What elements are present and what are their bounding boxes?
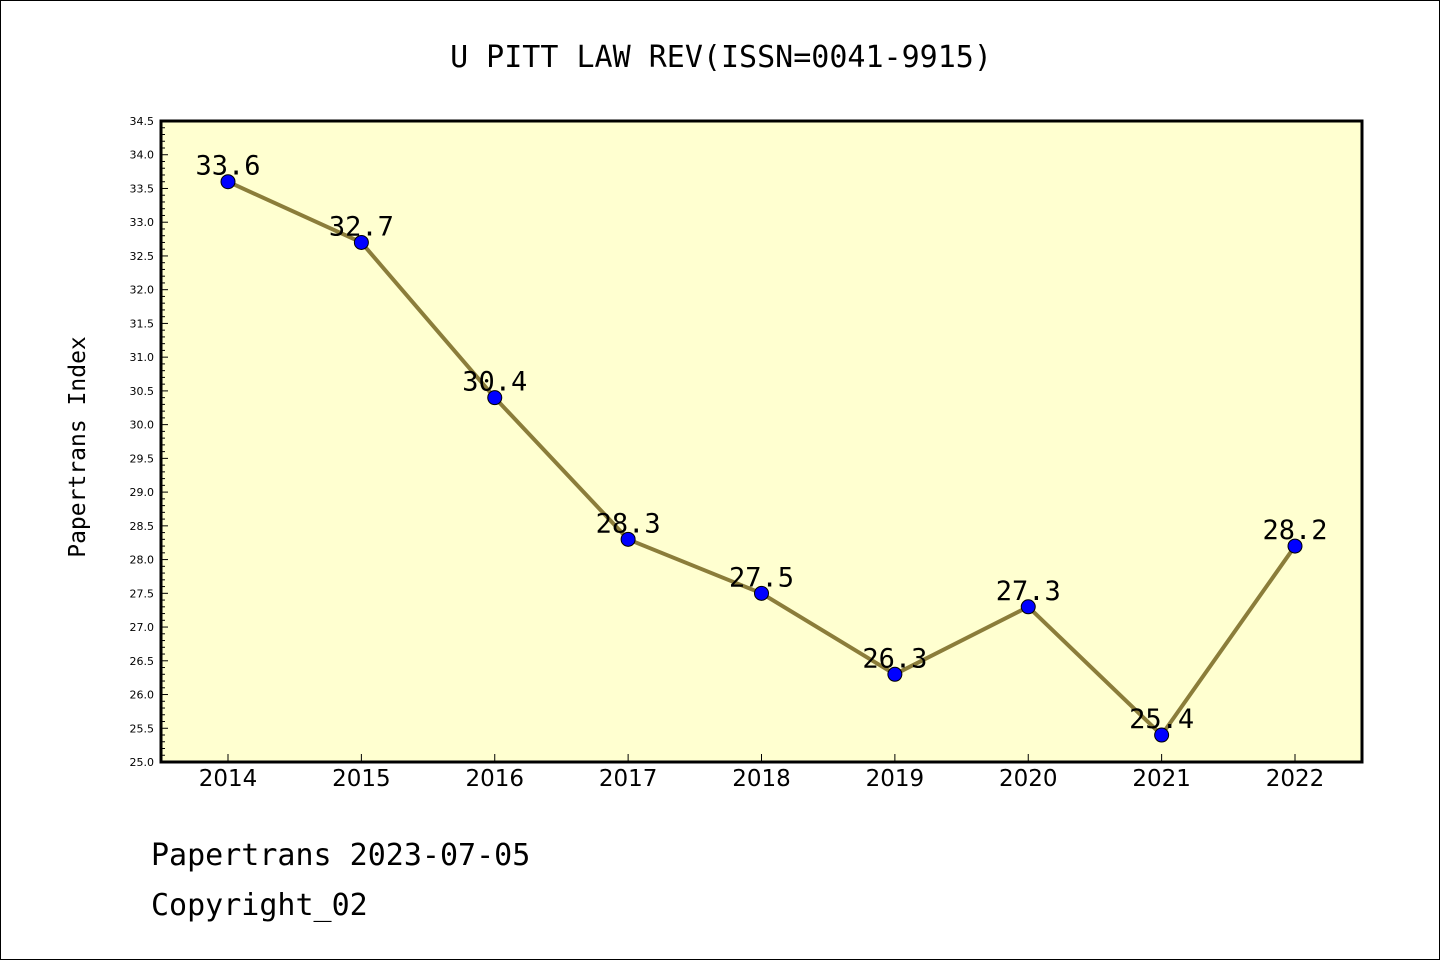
footer-copyright-text: Copyright_02 (151, 888, 368, 923)
y-tick-label: 32.0 (130, 284, 155, 297)
data-label: 33.6 (195, 151, 260, 182)
y-tick-label: 31.5 (130, 317, 155, 330)
data-label: 28.3 (596, 508, 661, 539)
data-markers (220, 174, 1303, 743)
x-tick-label: 2017 (599, 766, 658, 792)
x-tick-label: 2016 (465, 766, 524, 792)
x-axis-ticks: 2014 2015 2016 2017 2018 2019 2020 2021 2022 (199, 754, 1325, 792)
data-label: 26.3 (862, 643, 927, 674)
data-label: 27.3 (996, 576, 1061, 607)
y-tick-label: 25.0 (130, 756, 155, 769)
plot-border (159, 119, 1364, 764)
plot-area (161, 121, 1362, 762)
data-label: 25.4 (1129, 704, 1194, 735)
data-point (487, 390, 503, 406)
y-tick-label: 29.0 (130, 486, 155, 499)
x-tick-label: 2022 (1266, 766, 1325, 792)
y-tick-label: 31.0 (130, 351, 155, 364)
data-point (353, 234, 369, 250)
x-tick-label: 2015 (332, 766, 391, 792)
x-tick-label: 2018 (732, 766, 791, 792)
data-label: 32.7 (329, 211, 394, 242)
y-tick-label: 34.5 (130, 115, 155, 128)
footer-date-text: Papertrans 2023-07-05 (151, 838, 530, 873)
data-point (220, 174, 236, 190)
y-tick-label: 28.0 (130, 554, 155, 567)
y-tick-label: 28.5 (130, 520, 155, 533)
data-label: 30.4 (462, 367, 527, 398)
x-tick-label: 2020 (999, 766, 1058, 792)
y-tick-label: 30.0 (130, 419, 155, 432)
data-label: 27.5 (729, 562, 794, 593)
data-labels: 33.6 32.7 30.4 28.3 27.5 26.3 27.3 25.4 28.2 (195, 151, 1327, 735)
y-axis-label: Papertrans Index (65, 336, 91, 558)
y-tick-label: 34.0 (130, 149, 155, 162)
chart-title: U PITT LAW REV(ISSN=0041-9915) (450, 40, 992, 75)
data-point (1287, 538, 1303, 554)
y-tick-label: 27.0 (130, 621, 155, 634)
data-point (754, 585, 769, 601)
y-axis-ticks: 25.0 25.5 26.0 26.5 27.0 27.5 28.0 28.5 29.0 29.5… (130, 115, 168, 769)
data-point (620, 531, 636, 547)
y-tick-label: 26.0 (130, 689, 155, 702)
y-tick-label: 25.5 (130, 722, 155, 735)
data-point (887, 666, 903, 682)
y-tick-label: 33.5 (130, 182, 155, 195)
x-tick-label: 2021 (1132, 766, 1191, 792)
y-tick-label: 27.5 (130, 587, 155, 600)
data-point (1154, 727, 1170, 743)
y-tick-label: 33.0 (130, 216, 155, 229)
y-tick-label: 30.5 (130, 385, 155, 398)
data-point (1020, 599, 1036, 615)
y-tick-label: 29.5 (130, 452, 155, 465)
y-tick-label: 26.5 (130, 655, 155, 668)
data-label: 28.2 (1262, 515, 1327, 546)
y-tick-label: 32.5 (130, 250, 155, 263)
x-tick-label: 2019 (866, 766, 925, 792)
x-tick-label: 2014 (199, 766, 258, 792)
